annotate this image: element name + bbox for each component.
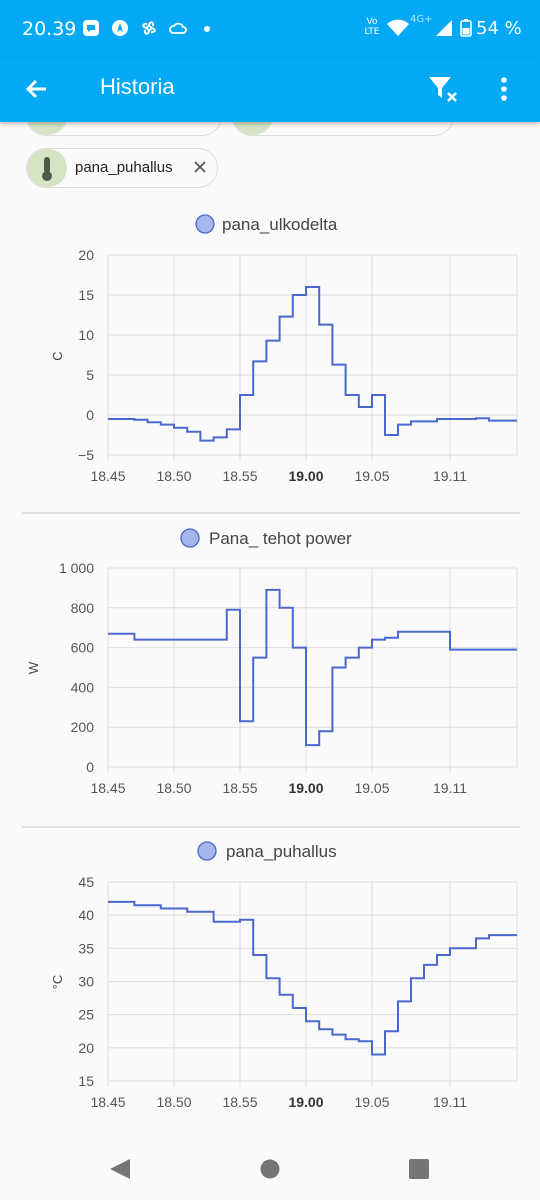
y-tick-label: 15 (78, 287, 94, 303)
y-tick-label: 25 (78, 1007, 94, 1023)
y-tick-label: 400 (71, 679, 95, 695)
cloud-icon (169, 22, 187, 34)
y-tick-label: 10 (78, 327, 94, 343)
series-line (108, 588, 517, 747)
x-tick-label: 19.11 (433, 468, 467, 484)
x-tick-label: 18.55 (222, 1094, 257, 1110)
navigation-icon (112, 20, 128, 36)
x-tick-label: 19.11 (433, 780, 467, 796)
status-time: 20.39 (22, 18, 77, 40)
legend-label[interactable]: Pana_ tehot power (209, 529, 352, 548)
thermometer-icon (42, 157, 52, 181)
y-tick-label: 15 (78, 1073, 94, 1089)
y-tick-label: 5 (86, 367, 94, 383)
y-tick-label: 30 (78, 974, 94, 990)
divider (22, 512, 520, 514)
network-label: Vo LTE (364, 17, 380, 37)
messenger-icon (83, 20, 99, 36)
y-tick-label: 40 (78, 907, 94, 923)
y-tick-label: 1 000 (59, 560, 94, 576)
y-tick-label: 800 (71, 600, 95, 616)
clear-filter-icon[interactable] (426, 72, 460, 106)
app-bar: Historia (0, 58, 540, 122)
y-tick-label: 45 (78, 874, 94, 890)
y-axis-label: °C (50, 975, 65, 990)
recents-nav-icon[interactable] (408, 1158, 430, 1180)
back-nav-icon[interactable] (108, 1158, 132, 1180)
history-chart-ulkodelta: pana_ulkodelta C 20 15 10 5 0 −5 18.45 18.50 18… (50, 214, 518, 484)
legend-label[interactable]: pana_puhallus (226, 842, 337, 861)
battery-percent: 54 % (476, 18, 522, 39)
x-tick-label: 19.00 (288, 1094, 323, 1110)
legend-label[interactable]: pana_ulkodelta (222, 215, 338, 234)
x-tick-label: 18.50 (156, 468, 191, 484)
battery-icon (460, 19, 472, 37)
legend-marker (195, 214, 215, 234)
entity-chip-pana-puhallus[interactable]: pana_puhallus (26, 148, 218, 188)
status-bar: 20.39 Vo LTE 4G+ 54 % (0, 0, 540, 58)
x-tick-label: 18.45 (90, 1094, 125, 1110)
system-nav-bar (0, 1136, 540, 1200)
history-chart-power: Pana_ tehot power W 1 000 800 600 400 200 0 1… (26, 528, 518, 796)
divider (22, 826, 520, 828)
chip-label: pana_puhallus (75, 159, 173, 176)
y-axis-label: C (50, 351, 65, 360)
y-tick-label: 0 (86, 407, 94, 423)
x-tick-label: 19.00 (288, 780, 323, 796)
x-tick-label: 18.50 (156, 780, 191, 796)
legend-marker (197, 841, 217, 861)
y-tick-label: 0 (86, 759, 94, 775)
chip-thermometer-avatar (27, 149, 67, 187)
y-tick-label: 20 (78, 247, 94, 263)
x-tick-label: 19.00 (288, 468, 323, 484)
x-tick-label: 18.55 (222, 468, 257, 484)
y-tick-label: 600 (71, 640, 95, 656)
page-title: Historia (100, 74, 175, 99)
x-tick-label: 18.45 (90, 780, 125, 796)
x-tick-label: 18.55 (222, 780, 257, 796)
x-tick-label: 19.05 (354, 780, 389, 796)
series-line (108, 286, 517, 442)
y-axis-label: W (26, 661, 41, 674)
legend-marker (180, 528, 200, 548)
wifi-icon (387, 19, 409, 36)
dot-icon (204, 26, 210, 32)
close-icon[interactable] (191, 158, 209, 176)
history-chart-puhallus: pana_puhallus °C 45 40 35 30 25 20 15 18.45 18.… (50, 841, 518, 1110)
series-line (108, 900, 517, 1056)
home-nav-icon[interactable] (259, 1158, 281, 1180)
x-tick-label: 19.05 (354, 1094, 389, 1110)
y-tick-label: 20 (78, 1040, 94, 1056)
fan-icon (142, 21, 156, 35)
y-tick-label: 35 (78, 940, 94, 956)
y-tick-label: −5 (78, 447, 94, 463)
x-tick-label: 18.50 (156, 1094, 191, 1110)
more-options-icon[interactable] (490, 74, 518, 104)
signal-label: 4G+ (410, 14, 433, 25)
x-tick-label: 18.45 (90, 468, 125, 484)
x-tick-label: 19.05 (354, 468, 389, 484)
cell-signal-icon (436, 20, 452, 36)
back-arrow-icon[interactable] (22, 74, 52, 104)
x-tick-label: 19.11 (433, 1094, 467, 1110)
y-tick-label: 200 (71, 719, 95, 735)
